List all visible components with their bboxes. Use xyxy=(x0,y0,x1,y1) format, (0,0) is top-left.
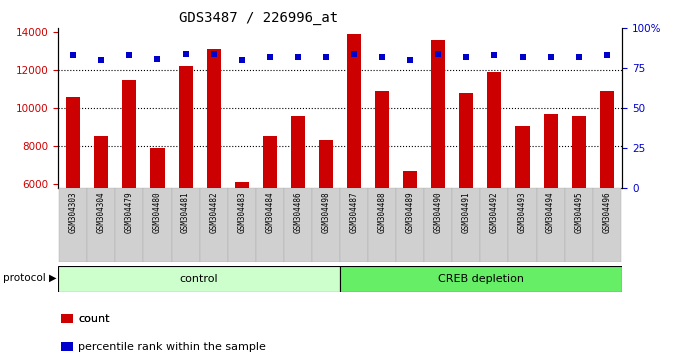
Bar xyxy=(452,188,480,262)
Point xyxy=(517,54,528,60)
Text: control: control xyxy=(180,274,218,284)
Text: GSM304488: GSM304488 xyxy=(377,191,387,233)
Bar xyxy=(122,80,137,188)
Text: GSM304492: GSM304492 xyxy=(490,191,499,233)
Text: GSM304490: GSM304490 xyxy=(434,191,443,233)
Point xyxy=(292,54,303,60)
Bar xyxy=(262,136,277,188)
Point xyxy=(377,54,388,60)
Point xyxy=(208,51,219,57)
Point xyxy=(349,51,360,57)
Text: GSM304487: GSM304487 xyxy=(350,191,358,233)
Bar xyxy=(150,148,165,188)
Text: CREB depletion: CREB depletion xyxy=(438,274,524,284)
Bar xyxy=(459,93,473,188)
Bar xyxy=(179,66,192,188)
Bar xyxy=(228,188,256,262)
Bar xyxy=(600,91,614,188)
Bar xyxy=(256,188,284,262)
Bar xyxy=(509,188,537,262)
Text: percentile rank within the sample: percentile rank within the sample xyxy=(78,342,266,352)
Bar xyxy=(235,182,249,188)
Text: count: count xyxy=(78,314,109,324)
Bar xyxy=(284,188,312,262)
Text: GSM304484: GSM304484 xyxy=(265,191,274,233)
Bar xyxy=(396,188,424,262)
Point xyxy=(320,54,331,60)
Bar xyxy=(58,266,340,292)
Text: GSM304482: GSM304482 xyxy=(209,191,218,233)
Point xyxy=(405,57,415,63)
Text: protocol: protocol xyxy=(3,273,46,283)
Point xyxy=(236,57,247,63)
Bar xyxy=(171,188,200,262)
Bar xyxy=(319,140,333,188)
Point xyxy=(96,57,107,63)
Text: GSM304486: GSM304486 xyxy=(293,191,303,233)
Bar xyxy=(375,91,389,188)
Text: ▶: ▶ xyxy=(49,273,56,283)
Bar xyxy=(572,115,585,188)
Point xyxy=(601,53,612,58)
Text: GSM304493: GSM304493 xyxy=(518,191,527,233)
Text: GSM304489: GSM304489 xyxy=(406,191,415,233)
Text: GSM304303: GSM304303 xyxy=(69,191,78,233)
Text: GSM304491: GSM304491 xyxy=(462,191,471,233)
Bar xyxy=(95,136,108,188)
Bar xyxy=(291,115,305,188)
Text: GSM304494: GSM304494 xyxy=(546,191,555,233)
Point xyxy=(573,54,584,60)
Bar xyxy=(207,49,221,188)
Text: count: count xyxy=(78,314,109,324)
Bar xyxy=(200,188,228,262)
Bar xyxy=(488,72,501,188)
Bar xyxy=(368,188,396,262)
Bar xyxy=(340,266,622,292)
Bar xyxy=(515,126,530,188)
Bar xyxy=(543,114,558,188)
Bar xyxy=(340,188,368,262)
Bar xyxy=(66,97,80,188)
Bar xyxy=(537,188,564,262)
Point xyxy=(124,53,135,58)
Bar xyxy=(347,34,361,188)
Bar xyxy=(424,188,452,262)
Text: GSM304496: GSM304496 xyxy=(602,191,611,233)
Bar xyxy=(593,188,621,262)
Bar xyxy=(312,188,340,262)
Bar xyxy=(480,188,509,262)
Point xyxy=(545,54,556,60)
Text: GSM304304: GSM304304 xyxy=(97,191,106,233)
Point xyxy=(68,53,79,58)
Point xyxy=(433,51,444,57)
Bar xyxy=(431,40,445,188)
Text: GSM304498: GSM304498 xyxy=(322,191,330,233)
Point xyxy=(461,54,472,60)
Text: GSM304483: GSM304483 xyxy=(237,191,246,233)
Point xyxy=(265,54,275,60)
Text: GSM304481: GSM304481 xyxy=(181,191,190,233)
Point xyxy=(152,56,163,62)
Text: GDS3487 / 226996_at: GDS3487 / 226996_at xyxy=(179,11,338,25)
Bar xyxy=(59,188,87,262)
Text: GSM304479: GSM304479 xyxy=(125,191,134,233)
Bar xyxy=(564,188,593,262)
Point xyxy=(489,53,500,58)
Text: GSM304495: GSM304495 xyxy=(574,191,583,233)
Bar xyxy=(403,171,418,188)
Bar xyxy=(87,188,116,262)
Bar xyxy=(143,188,171,262)
Bar xyxy=(116,188,143,262)
Text: GSM304480: GSM304480 xyxy=(153,191,162,233)
Point xyxy=(180,51,191,57)
